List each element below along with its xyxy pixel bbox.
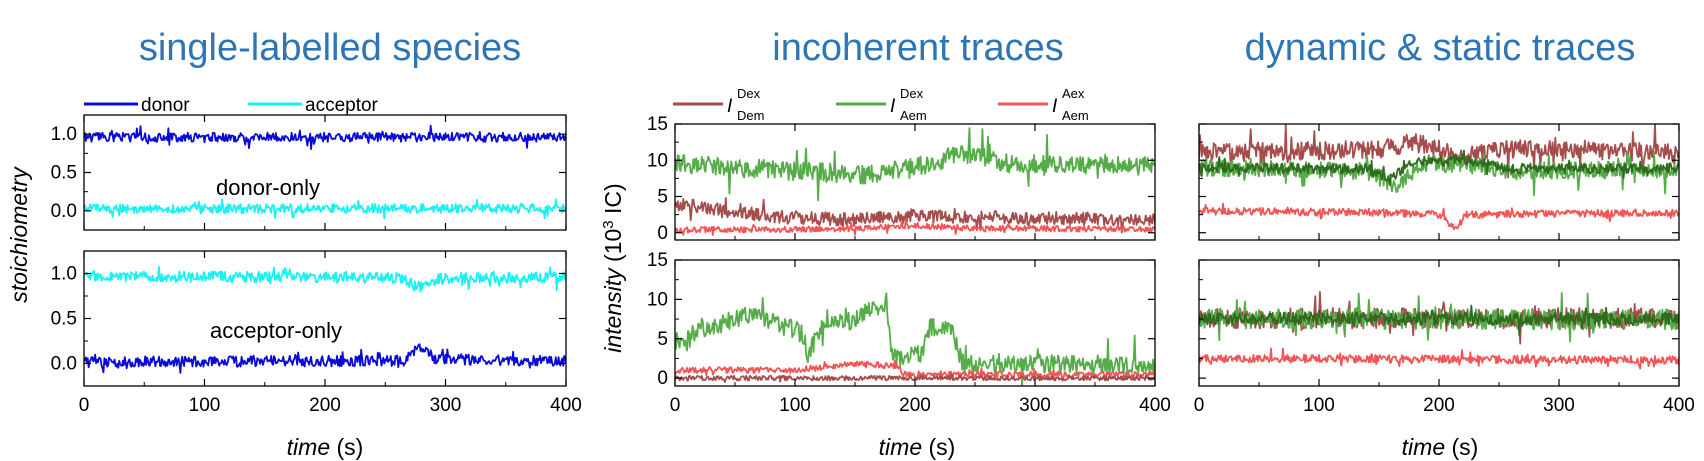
- series-i-dex-aem: [675, 292, 1155, 386]
- inner-label-donor-only: donor-only: [216, 175, 320, 200]
- panel-dynamic-static-top: [1198, 123, 1680, 241]
- traces: [84, 266, 566, 374]
- title-dynamic-static: dynamic & static traces: [1245, 27, 1636, 69]
- x-tick-label: 0: [670, 395, 681, 416]
- panel-incoherent-bottom: 0 5 10 15 0 100 200 300 400: [647, 250, 1171, 416]
- y-tick-label: 15: [647, 114, 668, 135]
- series-i-aex-aem: [1199, 347, 1679, 370]
- panel-donor-only: 0.0 0.5 1.0: [51, 114, 567, 231]
- y-tick-label: 0: [657, 368, 668, 389]
- x-axis-title-right: time (s): [1402, 434, 1479, 460]
- x-tick-label: 100: [189, 395, 221, 416]
- plot-frame: [83, 114, 567, 231]
- legend-iaexaem-sub: Aem: [1062, 108, 1089, 123]
- x-axis-title-left: time (s): [287, 434, 364, 460]
- x-tick-label: 200: [309, 395, 341, 416]
- y-tick-label: 0.5: [51, 309, 77, 330]
- traces: [675, 127, 1155, 236]
- x-tick-label: 300: [430, 395, 462, 416]
- legend-idexdem-sub: Dem: [737, 108, 764, 123]
- panel-dynamic-static-bottom: 0 100 200 300 400: [1194, 259, 1695, 416]
- legend-donor-label: donor: [141, 95, 190, 116]
- series-donor: [84, 343, 566, 374]
- panel-incoherent-top: 0 5 10 15: [647, 114, 1156, 244]
- x-left-unit: (s): [330, 434, 363, 460]
- title-incoherent: incoherent traces: [772, 27, 1064, 69]
- x-left-time: time: [287, 434, 330, 460]
- x-tick-label: 0: [79, 395, 90, 416]
- series-i-aex-aem: [1199, 202, 1679, 231]
- series-donor: [84, 124, 566, 150]
- y-tick-label: 0: [657, 223, 668, 244]
- x-mid-unit: (s): [922, 434, 955, 460]
- x-tick-label: 0: [1194, 395, 1205, 416]
- traces: [1199, 290, 1679, 370]
- legend-acceptor-label: acceptor: [305, 95, 379, 116]
- traces: [84, 124, 566, 220]
- series-i-dex-dem: [1199, 124, 1679, 179]
- legend-idexdem-main: I: [727, 96, 733, 117]
- legend-idexaem-sup: Dex: [900, 86, 924, 101]
- x-tick-label: 200: [899, 395, 931, 416]
- legend-middle: I Dex Dem I Dex Aem I Aex Aem: [673, 86, 1089, 123]
- x-axis-title-middle: time (s): [879, 434, 956, 460]
- y-tick-label: 15: [647, 250, 668, 271]
- series-i-aex-aem: [675, 218, 1155, 236]
- x-tick-label: 100: [1303, 395, 1335, 416]
- x-right-time: time: [1402, 434, 1445, 460]
- intensity-exp: 3: [600, 220, 617, 228]
- series-i-dex-dem: [675, 196, 1155, 234]
- y-tick-label: 5: [657, 187, 668, 208]
- y-tick-label: 10: [647, 289, 668, 310]
- y-axis-title-stoichiometry: stoichiometry: [6, 166, 32, 303]
- intensity-label: intensity (103 IC): [600, 183, 626, 352]
- legend-idexdem-sup: Dex: [737, 86, 761, 101]
- intensity-main: intensity: [600, 267, 626, 353]
- series-acceptor: [84, 198, 566, 220]
- legend-iaexaem-main: I: [1052, 96, 1058, 117]
- y-tick-label: 1.0: [51, 124, 77, 145]
- panel-acceptor-only: 0.0 0.5 1.0 0 100 200 300 400: [51, 250, 582, 416]
- legend-idexaem-sub: Aem: [900, 108, 927, 123]
- traces: [1199, 124, 1679, 231]
- y-tick-label: 1.0: [51, 264, 77, 285]
- stoichiometry-label: stoichiometry: [6, 166, 32, 303]
- legend-iaexaem-sup: Aex: [1062, 86, 1085, 101]
- intensity-suffix: IC): [600, 183, 626, 220]
- y-tick-label: 10: [647, 150, 668, 171]
- intensity-prefix: (10: [600, 229, 626, 262]
- x-tick-label: 300: [1019, 395, 1051, 416]
- series-i-dex-aem-dark-: [1199, 149, 1679, 187]
- x-tick-label: 300: [1543, 395, 1575, 416]
- series-acceptor: [84, 266, 566, 293]
- x-mid-time: time: [879, 434, 922, 460]
- x-right-unit: (s): [1445, 434, 1478, 460]
- y-tick-label: 0.5: [51, 163, 77, 184]
- inner-label-acceptor-only: acceptor-only: [210, 318, 342, 343]
- series-i-dex-dem: [675, 373, 1155, 383]
- x-tick-label: 400: [1663, 395, 1695, 416]
- legend-idexaem-main: I: [890, 96, 896, 117]
- title-single-labelled: single-labelled species: [139, 27, 521, 69]
- x-tick-label: 400: [1139, 395, 1171, 416]
- x-tick-label: 400: [550, 395, 582, 416]
- x-tick-label: 100: [779, 395, 811, 416]
- traces: [675, 292, 1155, 386]
- series-i-dex-aem-dark-: [1199, 304, 1679, 336]
- y-tick-label: 0.0: [51, 201, 77, 222]
- y-tick-label: 5: [657, 329, 668, 350]
- series-i-dex-aem: [675, 127, 1155, 202]
- y-tick-label: 0.0: [51, 354, 77, 375]
- x-tick-label: 200: [1423, 395, 1455, 416]
- legend-left: donor acceptor: [84, 95, 379, 116]
- y-axis-title-intensity: intensity (103 IC): [600, 183, 626, 352]
